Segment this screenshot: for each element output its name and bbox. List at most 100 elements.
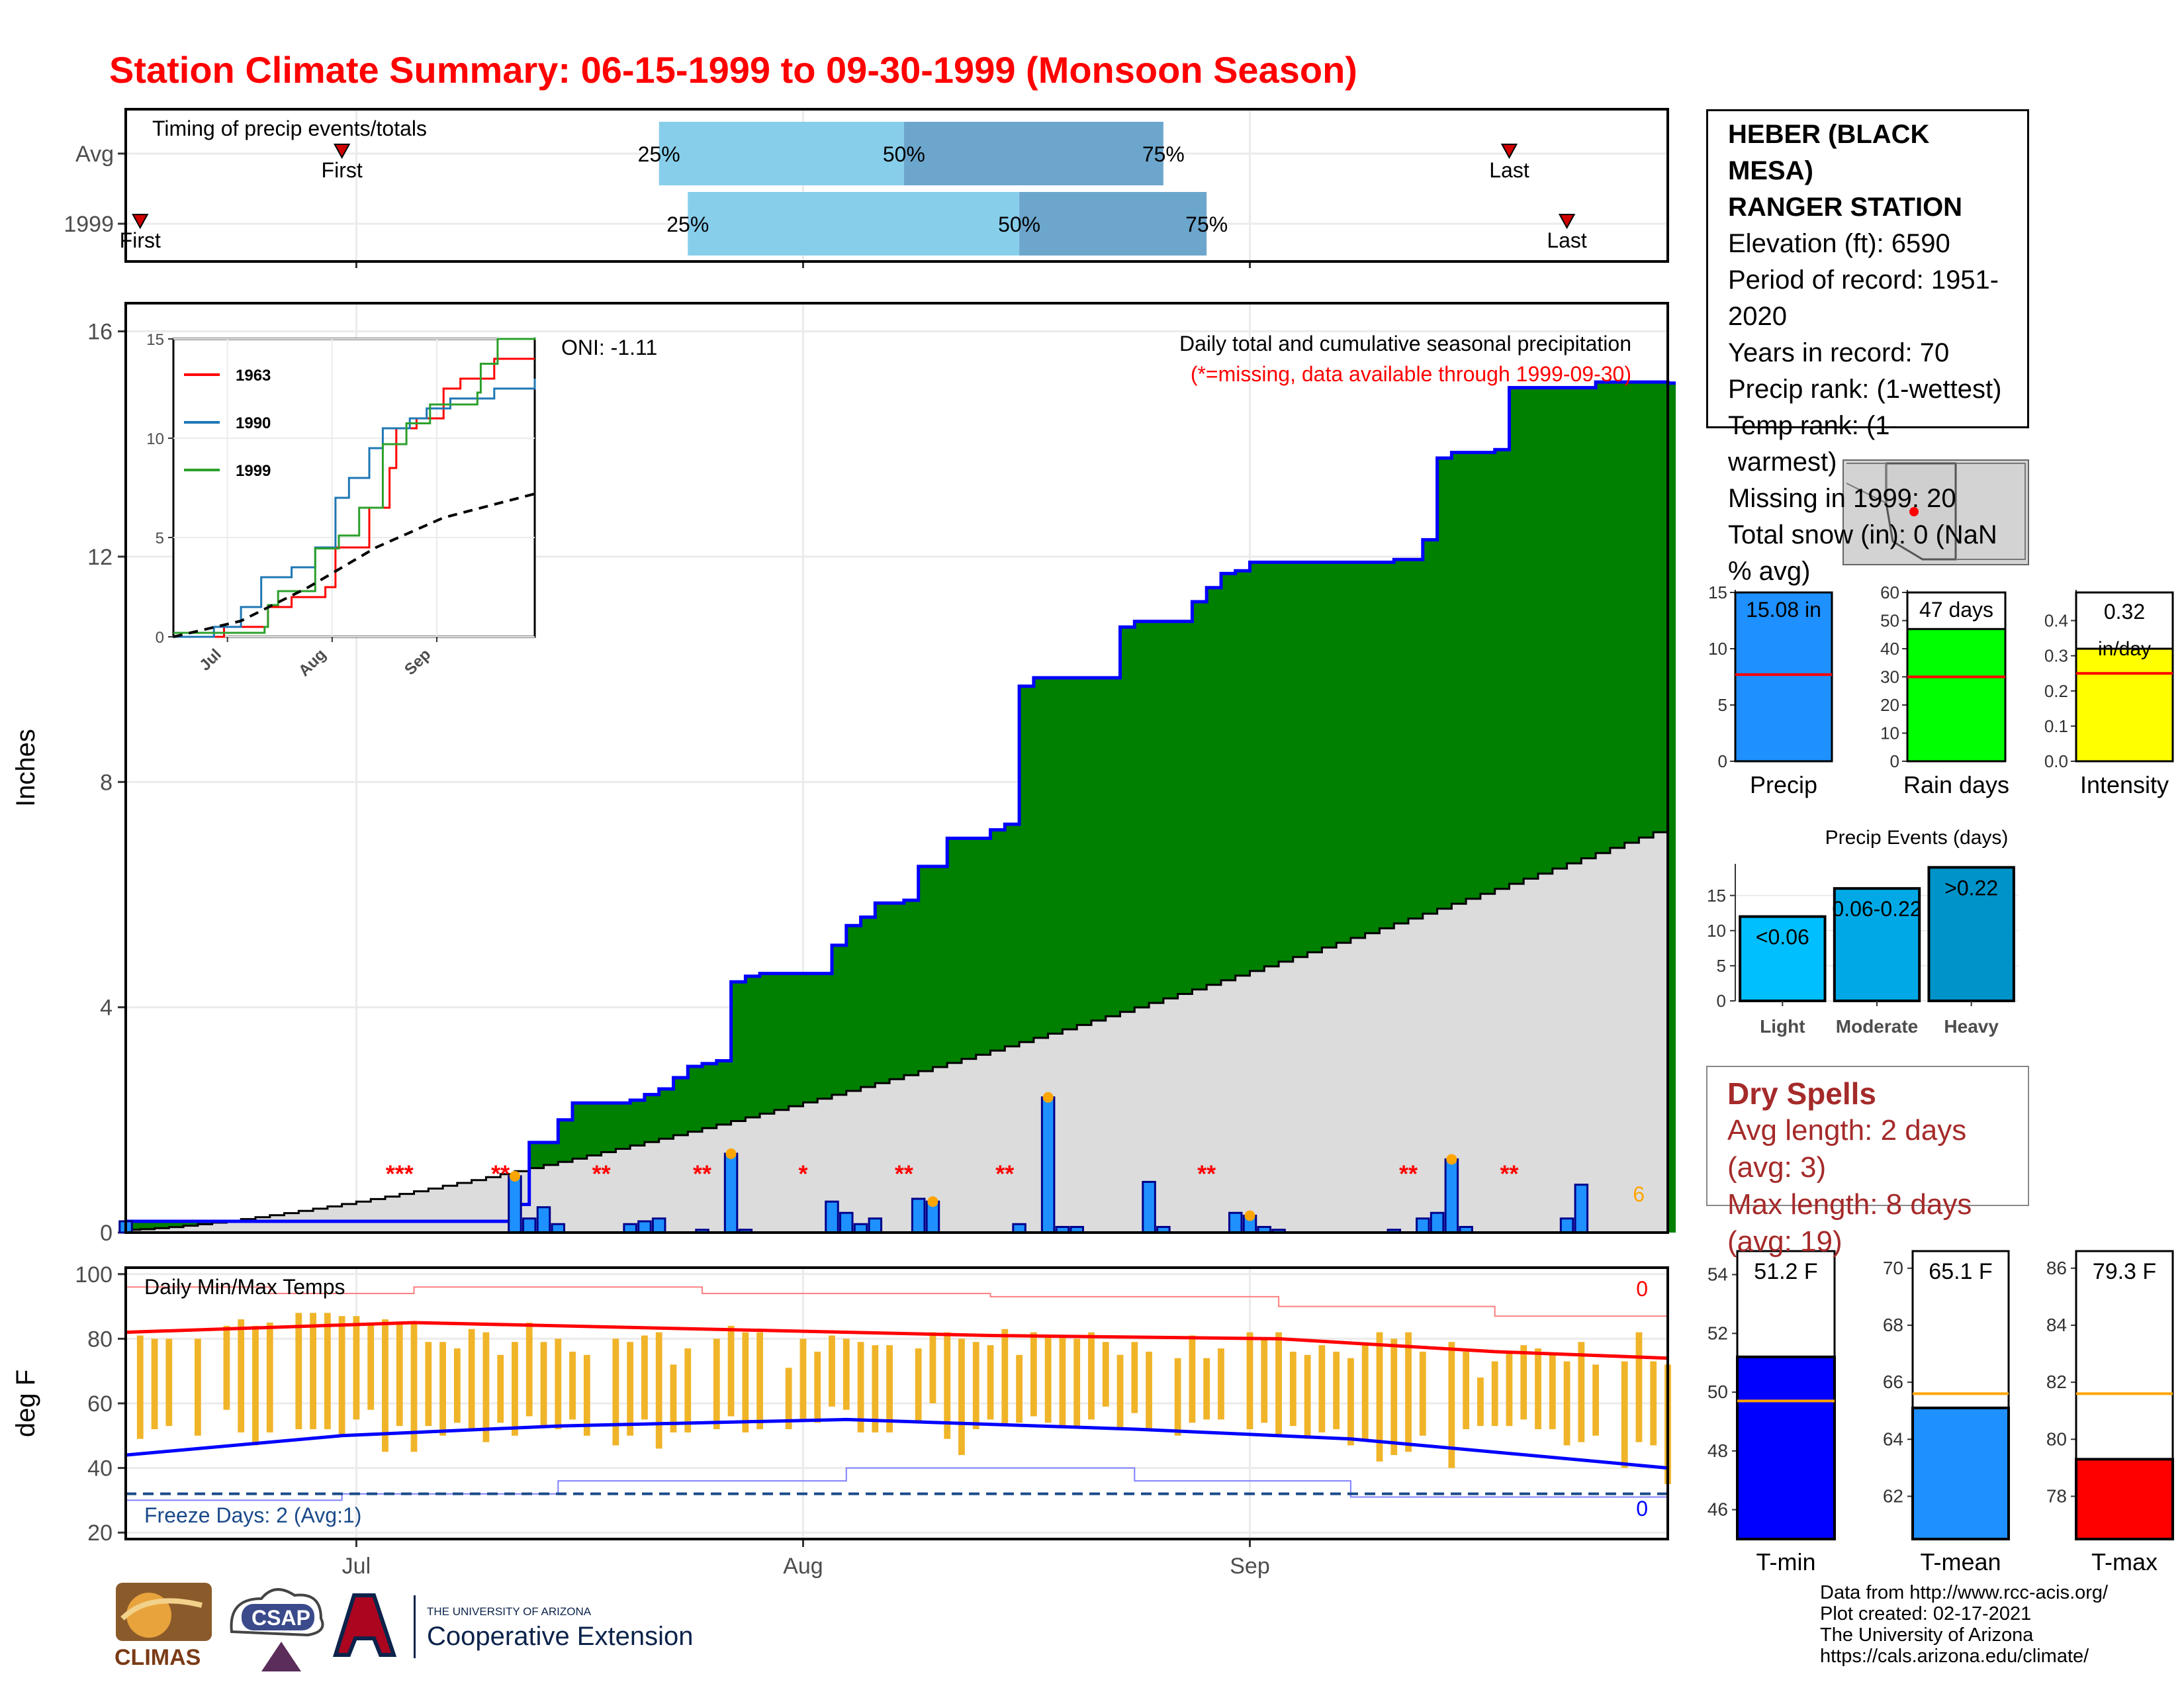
- tsum-y-tick-label: 78: [2046, 1485, 2067, 1506]
- station-name-2: RANGER STATION: [1728, 193, 1963, 222]
- temp-range-bar: [1116, 1354, 1124, 1430]
- tsum-y-tick-label: 84: [2046, 1315, 2067, 1335]
- temp-range-bar: [1563, 1361, 1570, 1446]
- inset-legend-label: 1999: [236, 462, 271, 480]
- missing-marker: **: [1197, 1160, 1216, 1187]
- temp-range-bar: [569, 1351, 576, 1420]
- temp-range-bar: [915, 1348, 922, 1423]
- events-y-tick-label: 0: [1717, 991, 1726, 1011]
- extreme-event-marker: [509, 1170, 520, 1182]
- main-y-axis-label: Inches: [11, 729, 40, 807]
- temp-range-bar: [641, 1335, 648, 1420]
- ua-logo: THE UNIVERSITY OF ARIZONA Cooperative Ex…: [332, 1593, 693, 1658]
- temp-range-bar: [655, 1332, 662, 1449]
- temp-range-bar: [944, 1332, 951, 1439]
- daily-precip-bar: [637, 1220, 652, 1234]
- tsum-y-tick-label: 64: [1883, 1429, 1903, 1449]
- avg-cumulative-line: [126, 827, 1669, 1231]
- credits: Data from http://www.rcc-acis.org/ Plot …: [1820, 1582, 2108, 1667]
- extreme-event-marker: [1244, 1210, 1255, 1221]
- freeze-days-label: Freeze Days: 2 (Avg:1): [144, 1503, 361, 1527]
- timing-p75-label: 75%: [1185, 212, 1228, 236]
- temp-y-tick-label: 40: [87, 1456, 113, 1481]
- temp-range-bar: [512, 1342, 518, 1436]
- temp-range-bar: [872, 1345, 879, 1432]
- tmax-avg-line: [125, 1321, 1668, 1360]
- daily-precip-bar: [1040, 1096, 1056, 1234]
- temp-range-bar: [583, 1354, 590, 1436]
- temp-panel-title: Daily Min/Max Temps: [144, 1275, 345, 1299]
- temp-range-bar: [338, 1316, 345, 1436]
- psum-y-tick-label: 0.1: [2044, 716, 2068, 736]
- temp-range-bar: [1635, 1332, 1643, 1442]
- extreme-count-label: 6: [1633, 1182, 1645, 1206]
- tsum-category-label: T-max: [2091, 1548, 2158, 1575]
- csap-logo-text: CSAP: [251, 1606, 310, 1630]
- tsum-y-tick-label: 54: [1707, 1264, 1728, 1285]
- inset-legend-label: 1990: [236, 414, 271, 432]
- psum-value-bar: [1734, 591, 1833, 763]
- map-station-dot: [1909, 507, 1919, 516]
- timing-last-marker: [1500, 144, 1518, 160]
- temp-range-bar: [1376, 1332, 1383, 1462]
- temp-range-bar: [1520, 1345, 1527, 1420]
- temp-range-bar: [1318, 1345, 1326, 1432]
- main-chart-title: Daily total and cumulative seasonal prec…: [1179, 332, 1631, 355]
- daily-precip-bar: [508, 1175, 522, 1234]
- temp-range-bar: [929, 1332, 936, 1403]
- climas-logo: CLIMAS: [114, 1583, 212, 1670]
- timing-row-label: Avg: [75, 142, 114, 167]
- tsum-category-label: T-mean: [1920, 1548, 2001, 1575]
- map-newmexico-shape: [1956, 463, 2026, 560]
- psum-y-tick-label: 30: [1880, 667, 1899, 687]
- temp-range-bar: [367, 1322, 375, 1410]
- credit-university: The University of Arizona: [1820, 1624, 2034, 1646]
- temp-frame: [124, 1266, 1669, 1540]
- extreme-event-marker: [1042, 1092, 1054, 1103]
- events-bar-label: 0.06-0.22: [1832, 897, 1921, 921]
- temp-range-bar: [1535, 1348, 1541, 1430]
- daily-precip-bar: [825, 1200, 839, 1234]
- tsum-y-tick-label: 50: [1707, 1382, 1728, 1402]
- inset-y-tick-label: 10: [146, 430, 164, 448]
- main-y-tick-label: 0: [100, 1221, 113, 1246]
- temp-range-bar: [324, 1313, 331, 1430]
- events-y-tick-label: 5: [1717, 956, 1726, 976]
- temp-range-bar: [987, 1345, 994, 1420]
- temp-range-bar: [814, 1351, 821, 1423]
- daily-precip-bar: [723, 1152, 739, 1234]
- missing-marker: *: [798, 1160, 807, 1187]
- temp-range-bar: [1261, 1338, 1268, 1423]
- events-bar: [1927, 866, 2015, 1003]
- events-title: Precip Events (days): [1825, 827, 2009, 849]
- psum-y-tick-label: 0.2: [2044, 681, 2068, 701]
- events-bar: [1833, 887, 1921, 1002]
- temp-range-bar: [223, 1325, 230, 1410]
- tsum-y-tick-label: 68: [1883, 1315, 1903, 1335]
- temp-range-bar: [829, 1335, 835, 1407]
- temp-range-bar: [1390, 1338, 1398, 1456]
- station-elevation: Elevation (ft): 6590: [1728, 229, 1950, 258]
- events-bar-label: <0.06: [1756, 925, 1809, 949]
- temp-range-bar: [1361, 1345, 1369, 1439]
- dry-spells-avg: Avg length: 2 days (avg: 3): [1727, 1114, 1967, 1184]
- temp-range-bar: [439, 1342, 446, 1436]
- temp-range-bar: [1477, 1377, 1484, 1427]
- temp-range-bar: [713, 1338, 720, 1430]
- tsum-value-label: 51.2 F: [1754, 1259, 1817, 1284]
- dry-spells-box: Dry Spells Avg length: 2 days (avg: 3) M…: [1706, 1066, 2029, 1258]
- cumulative-precip-line: [126, 380, 1676, 1223]
- psum-y-tick-label: 0: [1890, 751, 1899, 771]
- psum-y-tick-label: 10: [1880, 724, 1899, 743]
- events-category-label: Heavy: [1944, 1016, 1999, 1037]
- station-years: Years in record: 70: [1728, 338, 1950, 367]
- temp-range-bar: [1506, 1351, 1513, 1427]
- temp-range-bar: [1347, 1358, 1354, 1446]
- temp-range-bar: [1333, 1351, 1340, 1430]
- timing-panel: Timing of precip events/totals Avg 25% 50% 7…: [64, 108, 1669, 268]
- temp-range-bar: [425, 1342, 432, 1427]
- psum-y-tick-label: 5: [1718, 695, 1727, 715]
- psum-y-tick-label: 20: [1880, 695, 1899, 715]
- timing-bar-50-75: [1019, 192, 1207, 256]
- events-category-label: Moderate: [1836, 1016, 1918, 1037]
